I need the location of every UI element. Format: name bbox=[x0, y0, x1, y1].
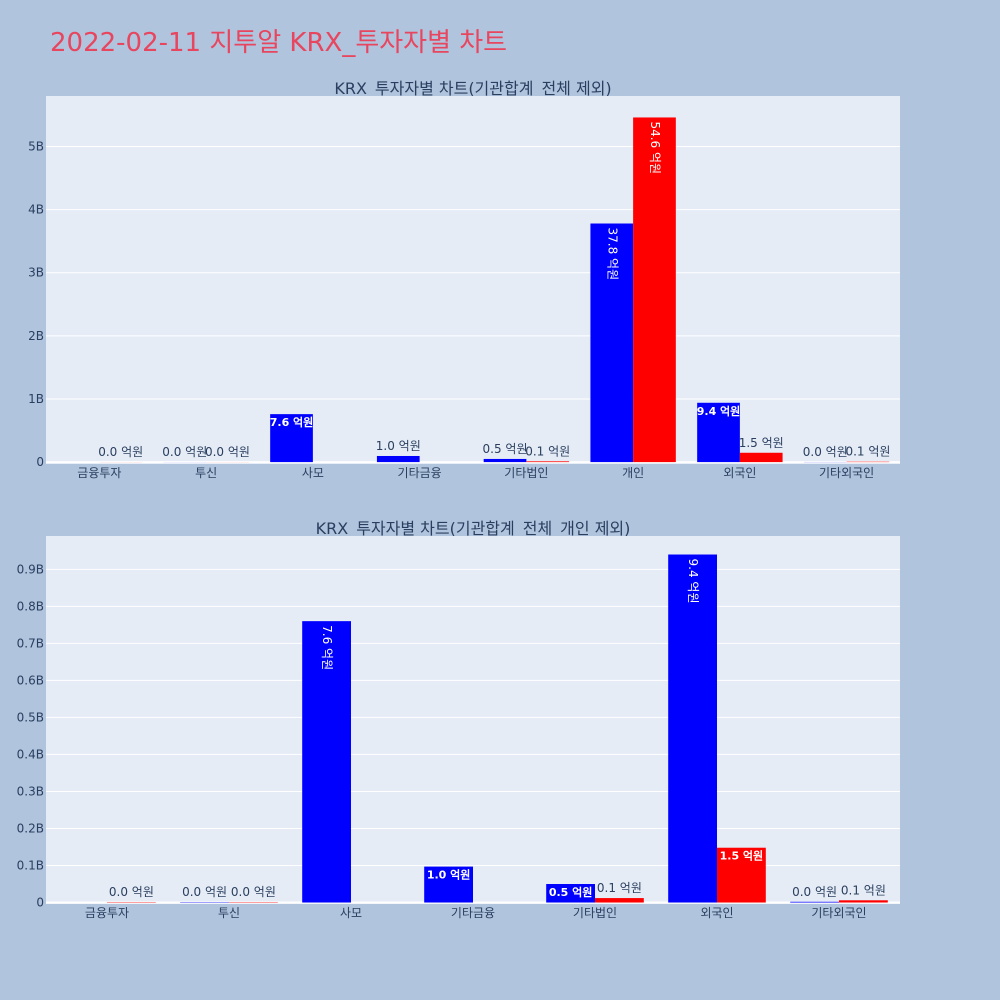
bar bbox=[790, 901, 839, 903]
data-label: 0.0 억원 bbox=[792, 885, 837, 899]
bar bbox=[483, 458, 527, 463]
chart-title: KRX_투자자별 차트(기관합계_전체_개인 제외) bbox=[316, 519, 631, 539]
chart-title: KRX_투자자별 차트(기관합계_전체 제외) bbox=[334, 79, 611, 99]
x-tick-label: 금융투자 bbox=[85, 906, 129, 920]
data-label: 0.1 억원 bbox=[597, 881, 642, 895]
y-tick-label: 0.6B bbox=[17, 673, 44, 687]
plot-area bbox=[46, 536, 900, 904]
data-label: 54.6 억원 bbox=[648, 121, 662, 174]
y-tick-label: 0.7B bbox=[17, 636, 44, 650]
data-label: 0.1 억원 bbox=[841, 883, 886, 897]
x-tick-label: 외국인 bbox=[723, 466, 756, 480]
x-tick-label: 기타외국인 bbox=[811, 906, 866, 920]
data-label: 1.5 억원 bbox=[739, 436, 784, 450]
data-label: 37.8 억원 bbox=[605, 228, 619, 281]
bar bbox=[668, 554, 717, 903]
data-label: 0.0 억원 bbox=[109, 885, 154, 899]
bar bbox=[376, 455, 420, 463]
data-label: 0.0 억원 bbox=[205, 445, 250, 459]
bar bbox=[546, 884, 595, 903]
data-label: 0.0 억원 bbox=[162, 445, 207, 459]
y-tick-label: 0.3B bbox=[17, 784, 44, 798]
y-tick-label: 0.2B bbox=[17, 821, 44, 835]
x-tick-label: 외국인 bbox=[700, 906, 733, 920]
y-tick-label: 0.1B bbox=[17, 858, 44, 872]
y-tick-label: 0.5B bbox=[17, 710, 44, 724]
y-tick-label: 3B bbox=[28, 266, 44, 280]
y-tick-label: 0.4B bbox=[17, 747, 44, 761]
data-label: 0.0 억원 bbox=[231, 885, 276, 899]
data-label: 9.4 억원 bbox=[697, 404, 741, 418]
y-tick-label: 2B bbox=[28, 329, 44, 343]
data-label: 7.6 억원 bbox=[270, 415, 314, 429]
bar bbox=[270, 414, 313, 463]
data-label: 0.0 억원 bbox=[98, 445, 143, 459]
y-tick-label: 0.9B bbox=[17, 562, 44, 576]
y-tick-label: 0 bbox=[36, 455, 44, 469]
y-tick-label: 4B bbox=[28, 203, 44, 217]
x-tick-label: 기타금융 bbox=[398, 466, 442, 480]
data-label: 0.0 억원 bbox=[803, 445, 848, 459]
x-tick-label: 사모 bbox=[302, 466, 324, 480]
x-tick-label: 투신 bbox=[218, 906, 240, 920]
x-tick-label: 기타외국인 bbox=[819, 466, 874, 480]
data-label: 1.5 억원 bbox=[720, 849, 764, 863]
x-tick-label: 기타법인 bbox=[504, 466, 548, 480]
bar bbox=[717, 847, 766, 903]
data-label: 0.5 억원 bbox=[483, 442, 528, 456]
x-tick-label: 기타법인 bbox=[573, 906, 617, 920]
data-label: 1.0 억원 bbox=[427, 868, 471, 882]
page-title: 2022-02-11 지투알 KRX_투자자별 차트 bbox=[50, 28, 508, 58]
data-label: 0.5 억원 bbox=[549, 885, 593, 899]
data-label: 7.6 억원 bbox=[320, 625, 334, 670]
x-tick-label: 기타금융 bbox=[451, 906, 495, 920]
x-tick-label: 사모 bbox=[340, 906, 362, 920]
x-tick-label: 금융투자 bbox=[77, 466, 121, 480]
chart-top: KRX_투자자별 차트(기관합계_전체 제외) 0 1B 2B 3B 4B 5B 금융투자 0.… bbox=[28, 79, 900, 480]
plot-area bbox=[46, 96, 900, 464]
y-tick-label: 1B bbox=[28, 392, 44, 406]
y-tick-label: 5B bbox=[28, 139, 44, 153]
data-label: 0.1 억원 bbox=[525, 444, 570, 458]
bar bbox=[633, 117, 676, 463]
x-tick-label: 개인 bbox=[622, 466, 644, 480]
data-label: 9.4 억원 bbox=[686, 559, 700, 604]
bar bbox=[595, 898, 644, 903]
data-label: 1.0 억원 bbox=[376, 439, 421, 453]
y-tick-label: 0.8B bbox=[17, 599, 44, 613]
bar bbox=[697, 402, 740, 463]
bar bbox=[739, 452, 783, 463]
bar bbox=[839, 900, 888, 903]
bar bbox=[302, 621, 351, 903]
bar bbox=[590, 223, 634, 463]
bar bbox=[424, 866, 473, 903]
x-tick-label: 투신 bbox=[195, 466, 217, 480]
data-label: 0.0 억원 bbox=[182, 885, 227, 899]
bar bbox=[526, 461, 570, 463]
y-tick-label: 0 bbox=[36, 896, 44, 910]
data-label: 0.1 억원 bbox=[845, 445, 890, 459]
